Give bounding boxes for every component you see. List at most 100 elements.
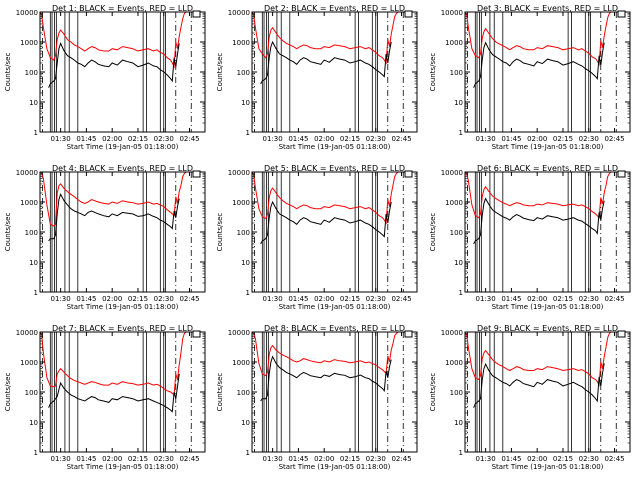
chart-title: Det 1: BLACK = Events, RED = LLD [52, 4, 193, 13]
y-tick-label: 1000 [445, 39, 463, 47]
y-tick-label: 100 [25, 389, 38, 397]
y-tick-label: 100 [25, 229, 38, 237]
y-tick-label: 100 [237, 389, 250, 397]
x-tick-label: 02:30 [366, 455, 386, 463]
series-events-line [473, 362, 605, 408]
y-tick-label: 1 [34, 289, 38, 297]
y-axis-label: Counts/sec [216, 213, 224, 252]
x-tick-label: 02:30 [579, 295, 599, 303]
x-tick-label: 01:30 [51, 455, 71, 463]
series-events-line [260, 355, 392, 402]
x-axis-label: Start Time (19-Jan-05 01:18:00) [67, 303, 179, 311]
x-tick-label: 02:15 [128, 455, 148, 463]
chart-title: Det 2: BLACK = Events, RED = LLD [264, 4, 405, 13]
x-tick-label: 01:45 [501, 455, 521, 463]
y-axis-label: Counts/sec [429, 213, 437, 252]
corner-marker [404, 10, 413, 18]
y-tick-label: 100 [237, 69, 250, 77]
x-axis-label: Start Time (19-Jan-05 01:18:00) [67, 143, 179, 151]
series-events-line [48, 193, 180, 242]
x-tick-label: 02:30 [154, 135, 174, 143]
y-tick-label: 100 [450, 69, 463, 77]
y-axis-label: Counts/sec [429, 53, 437, 92]
chart-title: Det 6: BLACK = Events, RED = LLD [477, 164, 618, 173]
y-tick-label: 10000 [441, 9, 463, 17]
x-tick-label: 01:45 [501, 295, 521, 303]
x-tick-label: 02:30 [366, 135, 386, 143]
detector-panel: Det 7: BLACK = Events, RED = LLD 1 10 100 10… [4, 324, 206, 471]
chart-title: Det 8: BLACK = Events, RED = LLD [264, 324, 405, 333]
y-tick-label: 10 [29, 99, 38, 107]
y-tick-label: 1000 [20, 359, 38, 367]
corner-marker [617, 10, 626, 18]
x-tick-label: 02:45 [604, 295, 624, 303]
y-tick-label: 100 [25, 69, 38, 77]
x-axis-label: Start Time (19-Jan-05 01:18:00) [492, 303, 604, 311]
y-tick-label: 10 [29, 259, 38, 267]
y-tick-label: 10000 [441, 329, 463, 337]
series-lld-line [251, 331, 399, 377]
y-tick-label: 1 [246, 129, 250, 137]
x-tick-label: 02:45 [604, 135, 624, 143]
y-tick-label: 1 [34, 449, 38, 457]
x-tick-label: 02:30 [366, 295, 386, 303]
y-tick-label: 1000 [232, 39, 250, 47]
x-tick-label: 01:30 [51, 135, 71, 143]
x-tick-label: 01:30 [51, 295, 71, 303]
detector-panel: Det 5: BLACK = Events, RED = LLD 1 10 100 10… [216, 164, 418, 311]
y-axis-label: Counts/sec [4, 213, 12, 252]
y-axis-label: Counts/sec [216, 53, 224, 92]
y-tick-label: 10000 [228, 329, 250, 337]
y-tick-label: 1 [459, 129, 463, 137]
y-tick-label: 10 [454, 419, 463, 427]
x-tick-label: 01:30 [476, 135, 496, 143]
x-tick-label: 02:15 [553, 295, 573, 303]
series-lld-line [39, 11, 187, 69]
detector-panel: Det 8: BLACK = Events, RED = LLD 1 10 100 10… [216, 324, 418, 471]
series-events-line [260, 200, 392, 245]
y-tick-label: 10 [454, 259, 463, 267]
series-lld-line [464, 171, 612, 219]
corner-marker [404, 170, 413, 178]
x-tick-label: 02:30 [579, 455, 599, 463]
detector-panel: Det 2: BLACK = Events, RED = LLD 1 10 100 10… [216, 4, 418, 151]
series-lld-line [251, 171, 399, 225]
x-tick-label: 01:45 [501, 135, 521, 143]
x-tick-label: 02:45 [391, 135, 411, 143]
x-tick-label: 01:30 [263, 295, 283, 303]
detector-panel: Det 3: BLACK = Events, RED = LLD 1 10 100 10… [429, 4, 631, 151]
y-axis-label: Counts/sec [4, 53, 12, 92]
x-tick-label: 02:00 [102, 455, 122, 463]
x-tick-label: 01:30 [476, 455, 496, 463]
y-tick-label: 100 [237, 229, 250, 237]
x-tick-label: 01:30 [263, 455, 283, 463]
y-tick-label: 10 [454, 99, 463, 107]
x-axis-label: Start Time (19-Jan-05 01:18:00) [67, 463, 179, 471]
x-axis-label: Start Time (19-Jan-05 01:18:00) [279, 143, 391, 151]
x-axis-label: Start Time (19-Jan-05 01:18:00) [492, 463, 604, 471]
series-events-line [260, 40, 392, 85]
x-tick-label: 02:00 [314, 455, 334, 463]
y-tick-label: 1000 [20, 199, 38, 207]
y-tick-label: 10000 [16, 329, 38, 337]
x-tick-label: 02:30 [579, 135, 599, 143]
corner-marker [617, 170, 626, 178]
x-tick-label: 02:00 [102, 135, 122, 143]
series-lld-line [39, 331, 187, 396]
x-tick-label: 02:00 [314, 295, 334, 303]
x-tick-label: 01:30 [476, 295, 496, 303]
y-tick-label: 1 [246, 289, 250, 297]
x-axis-label: Start Time (19-Jan-05 01:18:00) [492, 143, 604, 151]
corner-marker [404, 330, 413, 338]
corner-marker [192, 170, 201, 178]
x-tick-label: 02:45 [391, 455, 411, 463]
detector-panel: Det 9: BLACK = Events, RED = LLD 1 10 100 10… [429, 324, 631, 471]
y-axis-label: Counts/sec [429, 373, 437, 412]
y-tick-label: 10000 [16, 9, 38, 17]
x-tick-label: 02:00 [527, 135, 547, 143]
y-tick-label: 100 [450, 229, 463, 237]
chart-title: Det 5: BLACK = Events, RED = LLD [264, 164, 405, 173]
y-tick-label: 1000 [445, 359, 463, 367]
